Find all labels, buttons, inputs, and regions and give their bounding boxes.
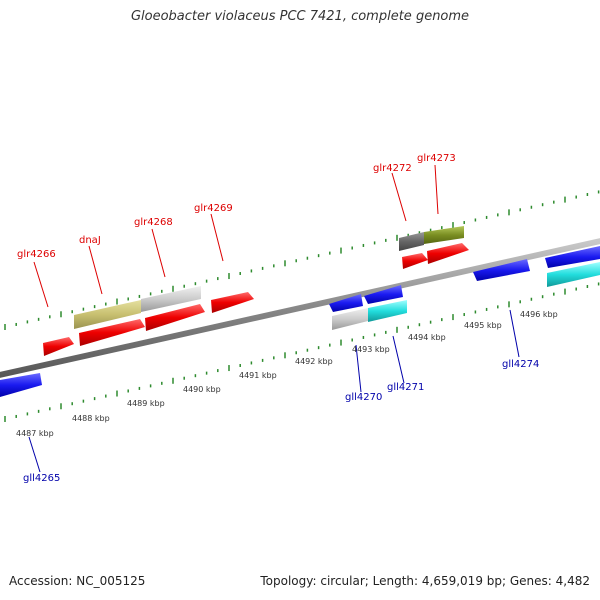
gene-label-dnaj: dnaJ [79,235,101,246]
scale-label-4491: 4491 kbp [239,371,277,380]
topology-text: Topology: circular; Length: 4,659,019 bp… [260,574,590,588]
gene-lightgray-forward [141,286,201,312]
gene-arrow-red-4 [211,292,254,313]
gene-khaki-forward [74,300,141,329]
accession-text: Accession: NC_005125 [9,574,146,588]
gene-label-gll4270: gll4270 [345,392,382,403]
gene-arrow-red-2 [79,319,145,346]
scale-label-4495: 4495 kbp [464,321,502,330]
gene-arrow-red-5 [402,253,428,269]
upper-scale-ticks [4,190,600,330]
scale-label-4488: 4488 kbp [72,414,110,423]
gene-arrow-blue-2 [329,294,363,312]
gene-arrow-blue-1 [0,373,42,397]
gene-arrow-blue-3 [364,285,403,304]
gene-arrow-blue-4 [473,259,530,281]
gene-label-gll4274: gll4274 [502,359,539,370]
gene-arrow-red-3 [145,304,205,331]
gene-arrow-red-1 [43,337,74,356]
scale-label-4490: 4490 kbp [183,385,221,394]
lower-scale-ticks [4,282,600,422]
gene-label-gll4271: gll4271 [387,382,424,393]
gene-darkgray-forward [399,232,424,251]
gene-arrow-red-6 [427,243,469,264]
gene-label-glr4269: glr4269 [194,203,233,214]
scale-label-4494: 4494 kbp [408,333,446,342]
genome-backbone [0,238,600,378]
gene-label-glr4272: glr4272 [373,163,412,174]
gene-label-glr4268: glr4268 [134,217,173,228]
gene-label-gll4265: gll4265 [23,473,60,484]
gene-lightgray-reverse [332,308,368,330]
scale-label-4492: 4492 kbp [295,357,333,366]
scale-label-4493: 4493 kbp [352,345,390,354]
gene-cyan-reverse-2 [547,262,600,287]
scale-label-4489: 4489 kbp [127,399,165,408]
gene-olive-forward [424,226,464,244]
gene-arrow-blue-5 [545,246,600,268]
scale-label-4487: 4487 kbp [16,429,54,438]
gene-label-glr4266: glr4266 [17,249,56,260]
scale-label-4496: 4496 kbp [520,310,558,319]
gene-cyan-reverse-1 [368,300,407,322]
page-title: Gloeobacter violaceus PCC 7421, complete… [130,9,470,24]
gene-leader-lines [28,164,520,473]
gene-label-glr4273: glr4273 [417,153,456,164]
